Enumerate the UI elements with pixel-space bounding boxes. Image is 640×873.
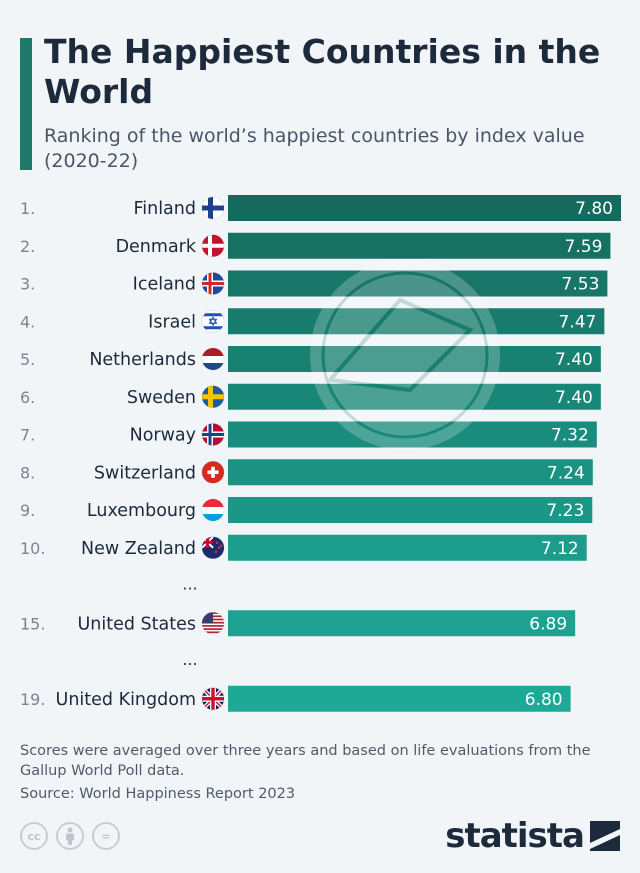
bar (228, 610, 576, 637)
flag-norway-icon (201, 423, 225, 446)
bar (228, 232, 611, 259)
title-accent-bar (20, 38, 32, 170)
country-label: Sweden (127, 388, 196, 408)
value-label: 7.24 (547, 463, 585, 483)
rank-label: 9. (20, 501, 35, 520)
source-note: Source: World Happiness Report 2023 (20, 786, 296, 802)
value-label: 7.47 (559, 312, 597, 332)
value-label: 7.23 (546, 501, 584, 521)
bar (228, 459, 593, 486)
flag-united-kingdom-icon (201, 687, 225, 711)
rank-label: 6. (20, 388, 35, 407)
by-icon[interactable] (56, 822, 84, 850)
country-label: Norway (130, 426, 196, 446)
value-label: 7.40 (555, 388, 593, 408)
bar (228, 270, 608, 297)
rank-label: 7. (20, 426, 35, 445)
rank-label: 19. (20, 690, 45, 709)
chart-subtitle: Ranking of the world’s happiest countrie… (44, 125, 585, 172)
country-label: Denmark (116, 237, 197, 257)
rank-label: 15. (20, 614, 45, 633)
chart-title: The Happiest Countries in the World (44, 32, 601, 111)
flag-switzerland-icon (201, 460, 225, 484)
flag-sweden-icon (201, 385, 225, 409)
value-label: 6.80 (525, 690, 563, 710)
value-label: 7.40 (555, 350, 593, 370)
bar (228, 195, 621, 221)
bar (228, 421, 597, 448)
bar (228, 534, 587, 561)
rank-label: 8. (20, 463, 35, 482)
value-label: 7.12 (541, 539, 579, 559)
bar (228, 346, 601, 372)
rank-label: 2. (20, 237, 35, 256)
rank-label: 5. (20, 350, 35, 369)
country-label: Iceland (133, 275, 196, 295)
rank-label: 3. (20, 275, 35, 294)
country-label: Luxembourg (87, 501, 196, 521)
country-label: Switzerland (94, 463, 196, 483)
flag-iceland-icon (201, 272, 225, 295)
value-label: 7.32 (551, 426, 589, 446)
ellipsis-marker: ... (182, 575, 197, 594)
license-icons: cc = (20, 822, 120, 850)
value-label: 6.89 (529, 614, 567, 634)
flag-netherlands-icon (201, 347, 225, 371)
flag-israel-icon (201, 309, 225, 333)
watermark-icon (310, 260, 500, 450)
nd-icon[interactable]: = (92, 822, 120, 850)
value-label: 7.53 (562, 275, 600, 295)
flag-finland-icon (201, 196, 225, 220)
flag-luxembourg-icon (201, 498, 225, 522)
ellipsis-marker: ... (182, 650, 197, 669)
rank-label: 4. (20, 312, 35, 331)
value-label: 7.59 (565, 237, 603, 257)
flag-united-states-icon (201, 611, 225, 635)
statista-mark-icon (590, 821, 620, 851)
rank-label: 10. (20, 539, 45, 558)
flag-new-zealand-icon (201, 536, 225, 560)
brand-name: statista (445, 816, 585, 856)
value-label: 7.80 (575, 199, 613, 219)
bar (228, 308, 605, 335)
footnote: Scores were averaged over three years an… (20, 743, 591, 779)
bar (228, 685, 571, 712)
bar (228, 497, 593, 523)
bar-chart: 1. Finland 7.80 2. Denmark 7.59 3. Iceland 7.53 4… (20, 195, 621, 712)
country-label: United Kingdom (56, 690, 196, 710)
cc-icon[interactable]: cc (20, 822, 48, 850)
rank-label: 1. (20, 199, 35, 218)
country-label: Israel (148, 312, 196, 332)
country-label: New Zealand (81, 539, 196, 559)
bar (228, 383, 601, 410)
country-label: United States (77, 614, 196, 634)
country-label: Netherlands (89, 350, 196, 370)
flag-denmark-icon (201, 234, 225, 258)
statista-logo[interactable]: statista (445, 816, 620, 856)
country-label: Finland (133, 199, 196, 219)
